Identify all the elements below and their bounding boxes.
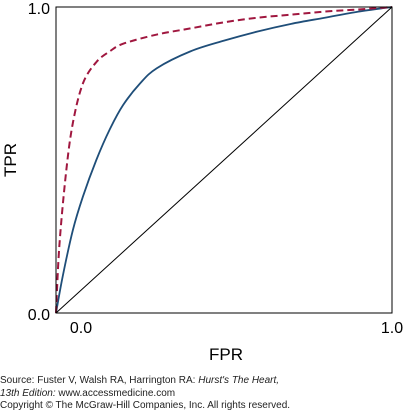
source-edition: 13th Edition: [0, 387, 56, 399]
x-tick-label-right: 1.0 [381, 320, 403, 337]
source-prefix: Source: Fuster V, Walsh RA, Harrington R… [0, 375, 199, 386]
plot-frame [55, 6, 393, 314]
source-line-2: 13th Edition: www.accessmedicine.com [0, 388, 408, 401]
x-tick-label-left: 0.0 [70, 320, 92, 337]
y-axis-label: TPR [1, 143, 20, 177]
chance-diagonal [55, 6, 393, 314]
roc-curve-solid [55, 6, 393, 314]
series-layer [55, 6, 393, 314]
roc-chart: 1.0 0.0 0.0 1.0 FPR TPR [1, 1, 403, 360]
source-line-1: Source: Fuster V, Walsh RA, Harrington R… [0, 375, 408, 388]
source-url: www.accessmedicine.com [55, 387, 176, 399]
source-caption: Source: Fuster V, Walsh RA, Harrington R… [0, 375, 408, 413]
y-tick-label-top: 1.0 [28, 1, 50, 18]
source-title: Hurst's The Heart, [198, 375, 280, 386]
x-axis-label: FPR [209, 345, 243, 360]
copyright-line: Copyright © The McGraw-Hill Companies, I… [0, 400, 291, 411]
roc-curve-dashed [55, 6, 393, 314]
y-tick-label-bottom: 0.0 [28, 307, 50, 324]
